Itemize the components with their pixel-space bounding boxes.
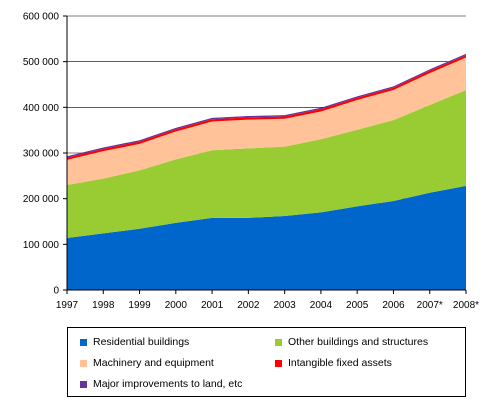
x-tick-label: 2002 <box>237 300 260 311</box>
x-tick-label: 1999 <box>128 300 151 311</box>
y-tick-label: 500 000 <box>23 57 60 68</box>
legend-item-major-improvements-land: Major improvements to land, etc <box>80 378 242 390</box>
y-tick-labels: 0 100 000 200 000 300 000 400 000 500 000 600 … <box>23 12 60 297</box>
area-major-improvements-to-land-etc <box>67 53 466 158</box>
x-tick-label: 2005 <box>346 300 369 311</box>
x-tick-label: 2008* <box>453 300 479 311</box>
legend-item-intangible-fixed-assets: Intangible fixed assets <box>275 357 392 369</box>
chart: 0 100 000 200 000 300 000 400 000 500 000 600 … <box>23 12 479 312</box>
legend-label: Residential buildings <box>93 336 190 348</box>
legend-swatch <box>80 359 87 367</box>
axes <box>63 15 467 294</box>
y-tick-label: 400 000 <box>23 103 60 114</box>
stacked-areas <box>67 53 466 290</box>
legend-swatch <box>80 380 87 388</box>
y-tick-label: 100 000 <box>23 240 60 251</box>
x-tick-label: 2000 <box>165 300 188 311</box>
legend-label: Intangible fixed assets <box>288 357 392 369</box>
y-tick-label: 300 000 <box>23 149 60 160</box>
legend-label: Machinery and equipment <box>93 357 214 369</box>
legend-swatch <box>80 338 87 346</box>
area-other-buildings-and-structures <box>67 89 466 238</box>
x-tick-label: 2004 <box>310 300 333 311</box>
area-intangible-fixed-assets <box>67 55 466 160</box>
legend: Residential buildings Other buildings an… <box>67 327 466 397</box>
x-tick-label: 1998 <box>92 300 115 311</box>
area-residential-buildings <box>67 185 466 290</box>
x-tick-labels: 1997 1998 1999 2000 2001 2002 2003 2004 2005 2006… <box>56 300 479 311</box>
legend-label: Major improvements to land, etc <box>93 378 243 390</box>
legend-swatch <box>275 338 282 346</box>
x-tick-label: 2006 <box>382 300 405 311</box>
legend-swatch <box>275 359 282 367</box>
x-tick-label: 2007* <box>417 300 443 311</box>
x-tick-label: 1997 <box>56 300 79 311</box>
legend-label: Other buildings and structures <box>288 336 429 348</box>
y-tick-label: 200 000 <box>23 194 60 205</box>
x-tick-label: 2003 <box>274 300 297 311</box>
area-machinery-and-equipment <box>67 57 466 185</box>
y-tick-label: 0 <box>53 286 59 297</box>
legend-item-machinery-equipment: Machinery and equipment <box>80 357 214 369</box>
legend-item-residential-buildings: Residential buildings <box>80 336 189 348</box>
x-tick-label: 2001 <box>201 300 224 311</box>
y-tick-label: 600 000 <box>23 12 60 23</box>
legend-item-other-buildings: Other buildings and structures <box>275 336 428 348</box>
